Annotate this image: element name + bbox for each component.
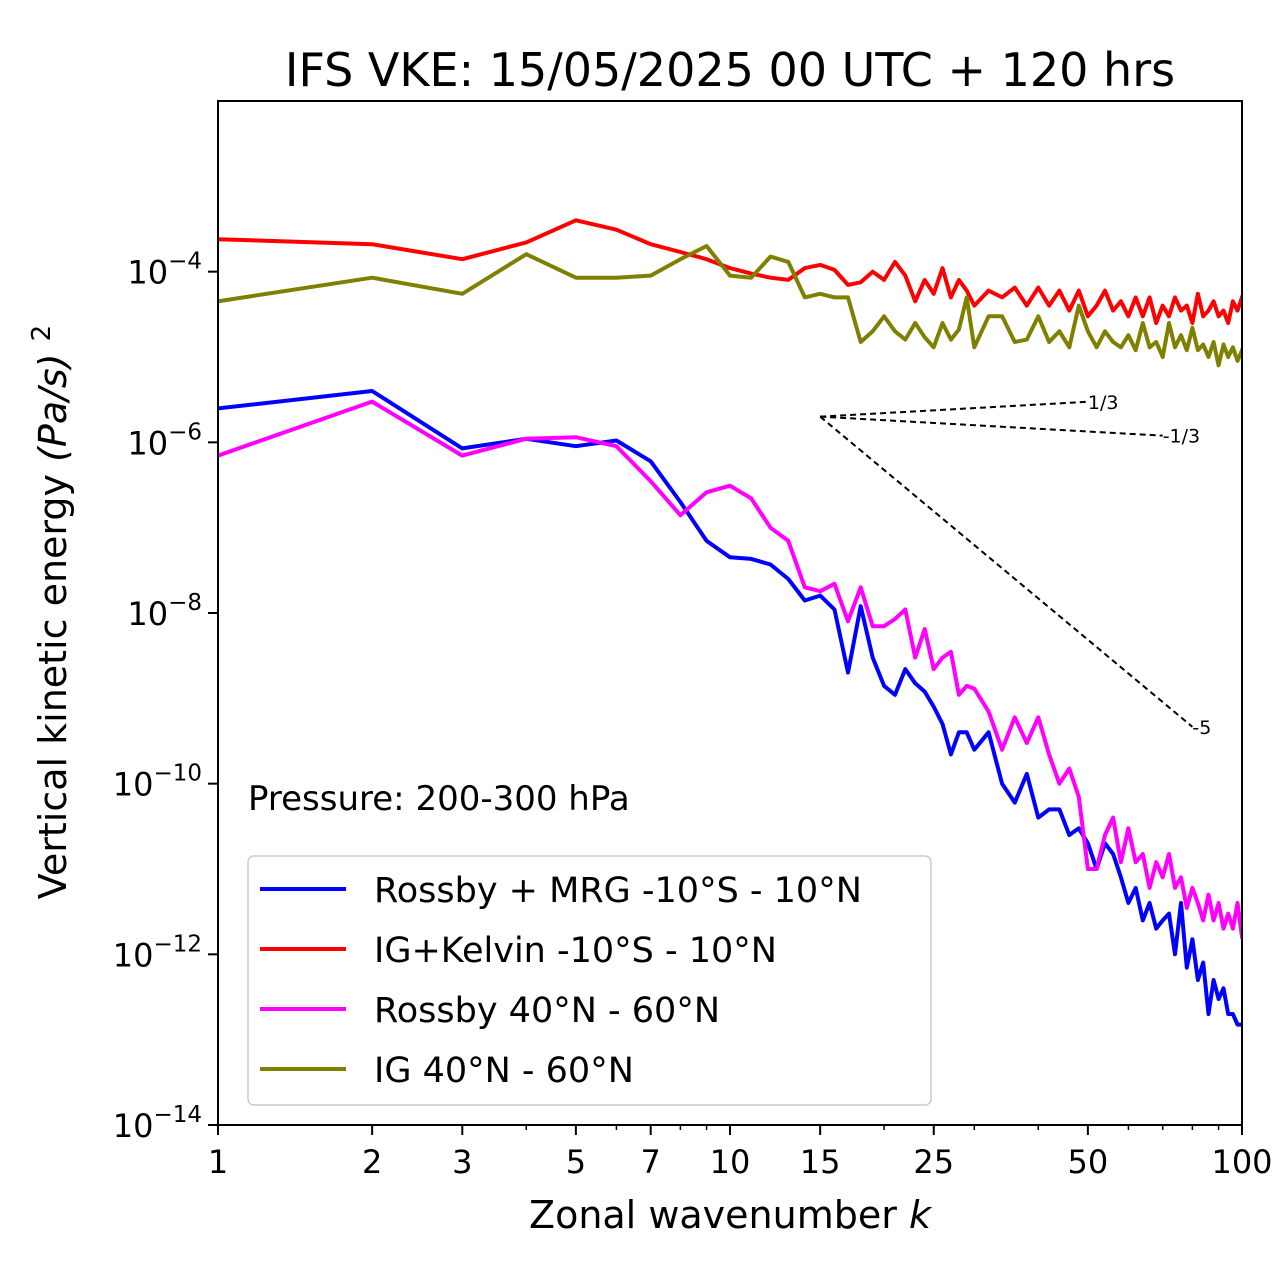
x-axis-label-italic: k <box>909 1193 933 1237</box>
series-group <box>218 218 1242 1027</box>
series-line-3 <box>218 399 1242 940</box>
x-tick-label: 10 <box>710 1143 751 1181</box>
svg-text:Vertical kinetic energy: Vertical kinetic energy (Pa/s) 2 <box>27 325 75 899</box>
legend-label-4: IG 40°N - 60°N <box>374 1051 634 1091</box>
legend-label-2: IG+Kelvin -10°S - 10°N <box>374 931 777 971</box>
x-axis-label: Zonal wavenumber k <box>529 1193 933 1237</box>
reference-slope-line-2 <box>820 415 1163 437</box>
reference-slope-label-3: -5 <box>1192 717 1211 739</box>
y-tick-label: 10−4 <box>127 249 202 292</box>
legend-frame <box>247 855 932 1106</box>
y-axis-label-exponent: 2 <box>27 325 57 342</box>
y-tick-label: 10−8 <box>127 590 202 633</box>
x-tick-label: 1 <box>208 1143 228 1181</box>
x-axis-label-text: Zonal wavenumber <box>529 1193 897 1237</box>
reference-slope-line-1 <box>820 400 1088 418</box>
reference-slope-line-3 <box>819 415 1194 728</box>
y-tick-label: 10−10 <box>113 761 202 804</box>
series-line-4 <box>218 244 1242 368</box>
x-tick-label: 5 <box>566 1143 586 1181</box>
x-tick-label: 2 <box>362 1143 382 1181</box>
y-axis-label-unit: (Pa/s) <box>31 353 75 461</box>
pressure-annotation: Pressure: 200-300 hPa <box>248 779 630 819</box>
y-tick-label: 10−12 <box>113 931 202 974</box>
reference-slope-label-2: -1/3 <box>1163 426 1200 448</box>
chart-title: IFS VKE: 15/05/2025 00 UTC + 120 hrs <box>285 43 1175 97</box>
series-line-2 <box>218 218 1242 325</box>
y-axis-label-text: Vertical kinetic energy <box>31 474 75 899</box>
reference-slope-label-1: 1/3 <box>1088 392 1119 414</box>
legend: Rossby + MRG -10°S - 10°N IG+Kelvin -10°S… <box>247 855 932 1106</box>
x-tick-label: 100 <box>1211 1143 1272 1181</box>
x-tick-label: 3 <box>452 1143 472 1181</box>
x-tick-label: 7 <box>641 1143 661 1181</box>
series-line-1 <box>218 389 1242 1027</box>
legend-label-3: Rossby 40°N - 60°N <box>374 991 720 1031</box>
x-tick-label: 15 <box>800 1143 841 1181</box>
legend-label-1: Rossby + MRG -10°S - 10°N <box>374 871 862 911</box>
x-tick-label: 50 <box>1068 1143 1109 1181</box>
x-tick-label: 25 <box>913 1143 954 1181</box>
y-axis-label: Vertical kinetic energy (Pa/s) 2 <box>27 325 75 899</box>
y-tick-label: 10−6 <box>127 419 202 462</box>
y-tick-label: 10−14 <box>113 1102 202 1145</box>
